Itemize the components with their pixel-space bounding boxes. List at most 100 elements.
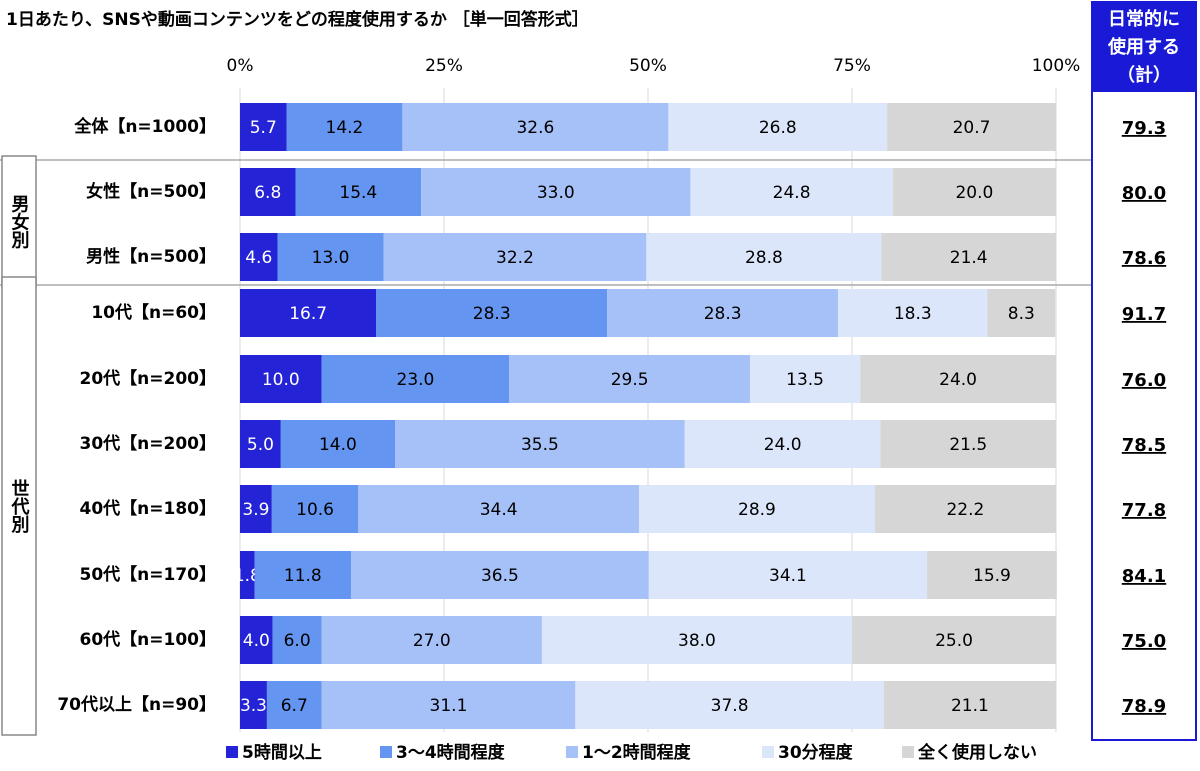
bar-segment — [883, 681, 1056, 729]
value-label: 24.0 — [764, 435, 802, 455]
value-label: 25.0 — [935, 631, 973, 651]
value-label: 32.2 — [496, 248, 534, 268]
totals-title: 日常的に — [1108, 8, 1180, 30]
total-value: 76.0 — [1122, 370, 1166, 391]
legend-swatch — [566, 746, 578, 758]
y-tick-label: 40代【n=180】 — [80, 498, 217, 519]
bar-segment — [987, 289, 1056, 337]
value-label: 14.0 — [319, 435, 357, 455]
bar-segment — [277, 233, 384, 281]
bar-segment — [648, 551, 928, 599]
value-label: 20.7 — [953, 118, 991, 138]
bar-segment — [321, 681, 576, 729]
value-label: 36.5 — [481, 566, 519, 586]
bar-segment — [421, 168, 691, 216]
value-label: 21.4 — [950, 248, 988, 268]
value-label: 4.0 — [243, 631, 270, 651]
value-label: 10.6 — [296, 500, 334, 520]
x-tick-label: 100% — [1032, 56, 1081, 76]
bar-segment — [860, 355, 1056, 403]
value-label: 15.4 — [339, 183, 377, 203]
total-value: 78.5 — [1122, 435, 1166, 456]
bar-segment — [690, 168, 893, 216]
value-label: 22.2 — [946, 500, 984, 520]
value-label: 24.8 — [773, 183, 811, 203]
value-label: 26.8 — [759, 118, 797, 138]
legend-label: 5時間以上 — [242, 742, 322, 763]
y-tick-label: 30代【n=200】 — [80, 433, 217, 454]
y-tick-label: 男性【n=500】 — [86, 246, 216, 267]
value-label: 5.7 — [250, 118, 277, 138]
value-label: 32.6 — [516, 118, 554, 138]
bar-segment — [684, 420, 881, 468]
value-label: 29.5 — [611, 370, 649, 390]
bar-segment — [240, 616, 273, 664]
value-label: 6.8 — [254, 183, 281, 203]
value-label: 8.3 — [1008, 304, 1035, 324]
total-value: 78.6 — [1122, 248, 1166, 269]
bar-segment — [927, 551, 1057, 599]
bar-segment — [240, 485, 272, 533]
bar-segment — [240, 420, 281, 468]
bar-segment — [266, 681, 322, 729]
chart-title: 1日あたり、SNSや動画コンテンツをどの程度使用するか ［単一回答形式］ — [6, 9, 589, 30]
legend-label: 全く使用しない — [917, 742, 1037, 763]
x-tick-label: 75% — [833, 56, 871, 76]
totals-title: （計） — [1117, 64, 1171, 86]
bar-segment — [254, 551, 351, 599]
bar-segment — [295, 168, 422, 216]
legend-label: 30分程度 — [778, 742, 854, 763]
value-label: 6.0 — [284, 631, 311, 651]
total-value: 78.9 — [1122, 696, 1166, 717]
y-tick-label: 10代【n=60】 — [91, 302, 216, 323]
bar-segment — [607, 289, 839, 337]
value-label: 28.9 — [738, 500, 776, 520]
legend-swatch — [226, 746, 238, 758]
legend-swatch — [762, 746, 774, 758]
bar-segment — [668, 103, 888, 151]
totals-header — [1092, 2, 1196, 92]
bar-segment — [280, 420, 396, 468]
bar-segment — [887, 103, 1056, 151]
legend-label: 3～4時間程度 — [396, 742, 506, 763]
bar-segment — [750, 355, 861, 403]
bar-segment — [402, 103, 669, 151]
y-tick-label: 60代【n=100】 — [80, 629, 217, 650]
bar-segment — [240, 289, 377, 337]
bar-segment — [240, 681, 267, 729]
y-tick-label: 70代以上【n=90】 — [57, 694, 216, 715]
value-label: 21.1 — [951, 696, 989, 716]
bar-segment — [874, 485, 1056, 533]
value-label: 4.6 — [245, 248, 272, 268]
group-box — [1, 276, 37, 736]
bar-segment — [240, 168, 296, 216]
value-label: 18.3 — [894, 304, 932, 324]
value-label: 28.8 — [745, 248, 783, 268]
total-value: 79.3 — [1122, 118, 1166, 139]
bar-segment — [646, 233, 882, 281]
value-label: 33.0 — [537, 183, 575, 203]
bar-segment — [240, 551, 255, 599]
value-label: 37.8 — [711, 696, 749, 716]
bar-segment — [350, 551, 649, 599]
group-label: 男女別 — [9, 194, 30, 249]
bar-segment — [880, 420, 1056, 468]
value-label: 3.9 — [242, 500, 269, 520]
value-label: 35.5 — [521, 435, 559, 455]
bar-segment — [639, 485, 875, 533]
value-label: 5.0 — [247, 435, 274, 455]
x-tick-label: 50% — [629, 56, 667, 76]
value-label: 34.4 — [480, 500, 518, 520]
group-label: 世代別 — [9, 479, 31, 534]
legend-label: 1～2時間程度 — [582, 742, 692, 763]
total-value: 80.0 — [1122, 183, 1166, 204]
bar-segment — [509, 355, 750, 403]
x-tick-label: 25% — [425, 56, 463, 76]
bar-segment — [358, 485, 640, 533]
bar-segment — [286, 103, 403, 151]
y-tick-label: 50代【n=170】 — [80, 564, 217, 585]
value-label: 1.8 — [234, 566, 261, 586]
totals-title: 使用する — [1107, 37, 1180, 58]
bar-segment — [321, 616, 542, 664]
